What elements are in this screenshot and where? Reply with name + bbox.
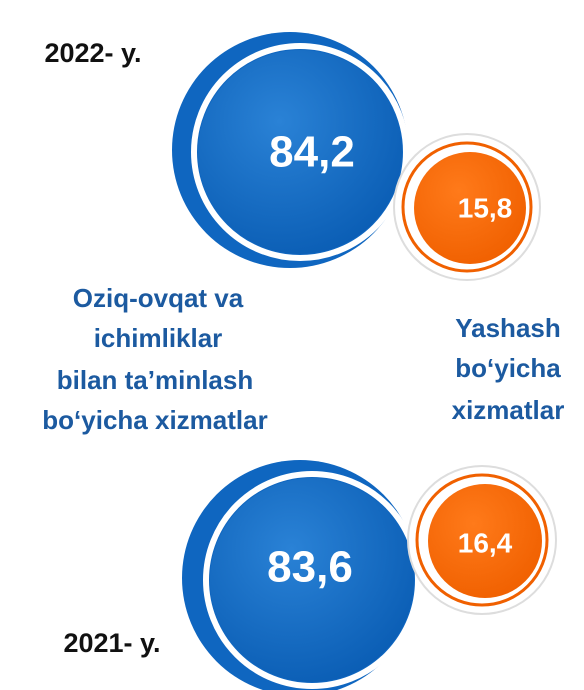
- circle-accommodation-2021: [407, 465, 557, 615]
- year-label: 2021- y.: [63, 628, 160, 658]
- legend-line: xizmatlar: [452, 395, 565, 425]
- legend-line: Oziq-ovqat va: [73, 283, 244, 313]
- legend-line: Yashash: [455, 313, 561, 343]
- legend-line: bo‘yicha: [455, 353, 561, 383]
- value: 83,6: [267, 543, 353, 592]
- circle-food-2021: [182, 460, 421, 690]
- legend-line: bilan ta’minlash: [57, 365, 254, 395]
- circle-accommodation-2022: [393, 133, 541, 281]
- year-label: 2022- y.: [44, 38, 141, 68]
- circle-food-2022: [172, 32, 409, 268]
- value: 84,2: [269, 128, 355, 177]
- legend-line: ichimliklar: [94, 323, 223, 353]
- value: 15,8: [458, 192, 513, 223]
- legend-line: bo‘yicha xizmatlar: [42, 405, 267, 435]
- value: 16,4: [458, 527, 513, 558]
